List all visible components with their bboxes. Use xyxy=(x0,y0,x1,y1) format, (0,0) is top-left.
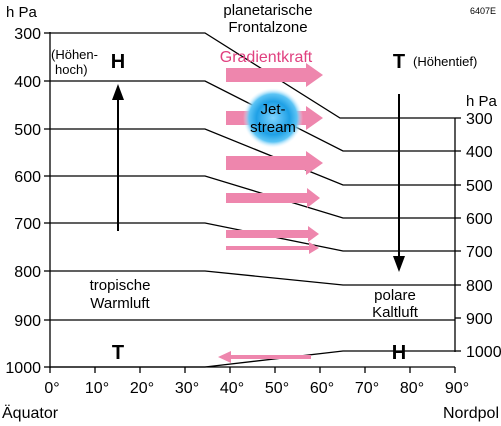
high-aloft-line1: (Höhen- xyxy=(51,47,98,62)
right-tick-1000: 1000 xyxy=(466,344,501,361)
force-arrow-5 xyxy=(226,226,319,242)
left-tick-400: 400 xyxy=(14,74,41,91)
x-tick-50: 50° xyxy=(265,380,289,397)
figure-code: 6407E xyxy=(470,6,496,16)
jet-label-line1: Jet- xyxy=(260,101,285,118)
x-tick-90: 90° xyxy=(445,380,469,397)
right-tick-600: 600 xyxy=(466,211,493,228)
x-axis-right-label: Nordpol xyxy=(443,405,499,422)
x-tick-10: 10° xyxy=(85,380,109,397)
right-tick-500: 500 xyxy=(466,178,493,195)
rising-arrow xyxy=(112,84,124,231)
high-aloft-line2: hoch) xyxy=(55,62,88,77)
x-tick-20: 20° xyxy=(130,380,154,397)
tropical-air-line2: Warmluft xyxy=(90,295,150,312)
surface-high-symbol: H xyxy=(392,342,406,364)
low-aloft-symbol: T xyxy=(393,51,405,73)
left-tick-800: 800 xyxy=(14,264,41,281)
x-tick-80: 80° xyxy=(400,380,424,397)
high-aloft-symbol: H xyxy=(111,51,125,73)
right-tick-900: 900 xyxy=(466,311,493,328)
x-axis-tick-labels: 0° 10° 20° 30° 40° 50° 60° 70° 80° 90° xyxy=(44,380,469,397)
frontal-zone-label-2: Frontalzone xyxy=(228,19,307,36)
isobar-800 xyxy=(50,270,455,286)
left-tick-700: 700 xyxy=(14,216,41,233)
right-axis-tick-labels: 300 400 500 600 700 800 900 1000 xyxy=(466,111,501,361)
frontal-zone-label-1: planetarische xyxy=(223,2,312,19)
low-aloft-text: (Höhentief) xyxy=(413,54,477,69)
left-axis-tick-labels: 300 400 500 600 700 800 900 1000 xyxy=(5,26,41,377)
x-axis xyxy=(49,366,456,373)
sinking-arrow xyxy=(393,94,405,272)
tropical-air-line1: tropische xyxy=(90,277,151,294)
right-tick-300: 300 xyxy=(466,111,493,128)
force-arrow-6 xyxy=(226,242,319,254)
right-tick-800: 800 xyxy=(466,278,493,295)
left-tick-1000: 1000 xyxy=(5,360,41,377)
left-axis-unit: h Pa xyxy=(6,4,38,21)
x-tick-30: 30° xyxy=(175,380,199,397)
right-axis-unit: h Pa xyxy=(466,93,498,110)
right-tick-400: 400 xyxy=(466,144,493,161)
left-tick-600: 600 xyxy=(14,169,41,186)
force-arrow-reverse xyxy=(218,351,311,363)
right-axis xyxy=(454,117,461,352)
left-tick-900: 900 xyxy=(14,313,41,330)
jet-label-line2: stream xyxy=(250,119,296,136)
left-tick-500: 500 xyxy=(14,122,41,139)
polar-air-line1: polare xyxy=(374,287,416,304)
x-tick-40: 40° xyxy=(220,380,244,397)
polar-air-line2: Kaltluft xyxy=(372,304,419,321)
x-tick-70: 70° xyxy=(355,380,379,397)
jet-stream: Jet- stream xyxy=(243,88,303,148)
x-tick-0: 0° xyxy=(44,380,59,397)
right-tick-700: 700 xyxy=(466,244,493,261)
surface-low-symbol: T xyxy=(112,342,124,364)
force-arrow-1 xyxy=(226,63,323,87)
x-tick-60: 60° xyxy=(310,380,334,397)
left-tick-300: 300 xyxy=(14,26,41,43)
left-axis xyxy=(44,32,51,368)
force-arrow-4 xyxy=(226,188,320,208)
gradient-force-label: Gradientkraft xyxy=(220,49,313,66)
x-axis-left-label: Äquator xyxy=(2,404,59,422)
force-arrow-3 xyxy=(226,151,323,175)
